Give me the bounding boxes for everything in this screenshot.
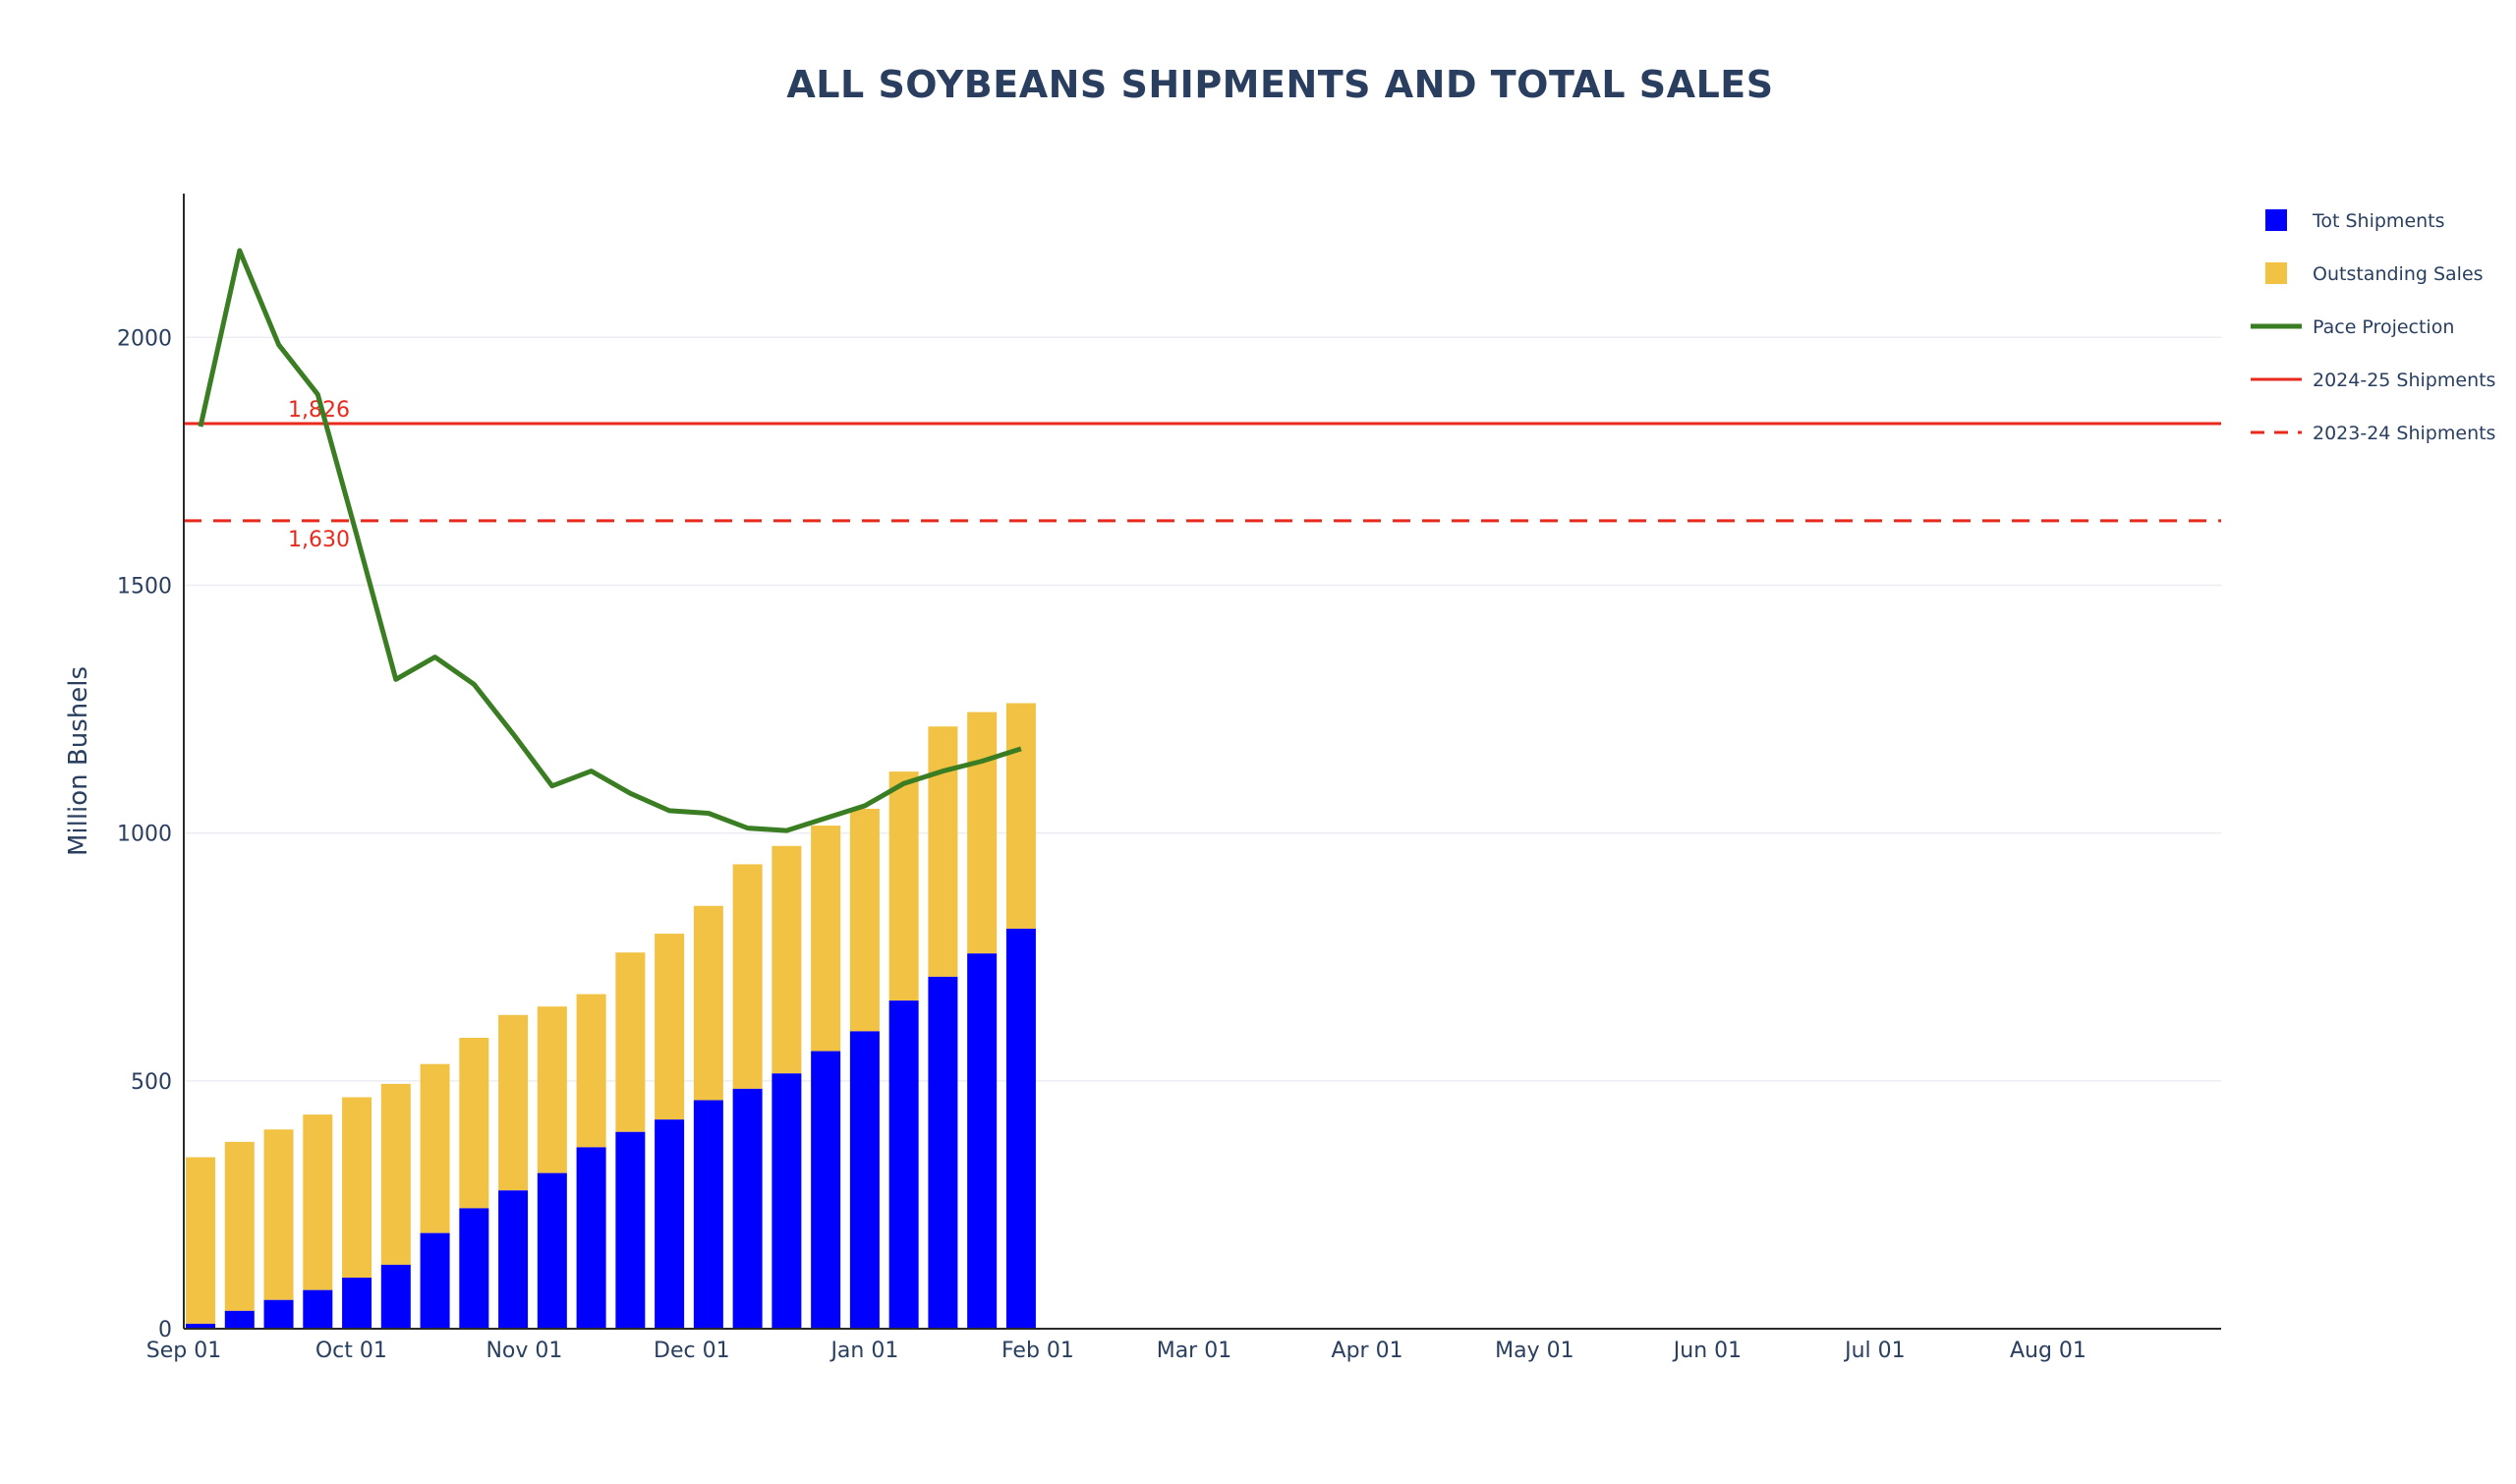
outstanding-sales-bar: [967, 712, 998, 954]
x-tick-label: Jun 01: [1672, 1339, 1742, 1363]
outstanding-sales-bar: [888, 771, 919, 1001]
shipments-bar: [732, 1088, 763, 1329]
outstanding-sales-bar: [849, 808, 880, 1032]
x-tick-label: May 01: [1495, 1339, 1573, 1363]
shipments-bar: [537, 1172, 567, 1329]
x-tick-label: Feb 01: [1001, 1339, 1074, 1363]
shipments-bar: [498, 1190, 529, 1329]
outstanding-sales-bar: [498, 1014, 529, 1191]
pace-projection-polyline: [198, 248, 1022, 833]
x-tick-label: Jul 01: [1843, 1339, 1906, 1363]
outstanding-sales-bar: [459, 1037, 489, 1209]
outstanding-sales-bar: [380, 1083, 411, 1265]
outstanding-sales-bar: [263, 1129, 294, 1300]
outstanding-sales-bar: [224, 1141, 255, 1311]
legend-label-pace: Pace Projection: [2313, 316, 2454, 338]
outstanding-sales-bar: [420, 1063, 450, 1233]
shipments-bar: [263, 1299, 294, 1329]
legend-swatch-outstanding: [2265, 262, 2287, 284]
x-tick-label: Dec 01: [654, 1339, 730, 1363]
shipments-bar: [380, 1264, 411, 1329]
shipments-bar: [615, 1131, 646, 1329]
outstanding-sales-bar: [693, 905, 723, 1101]
outstanding-sales-bar: [537, 1006, 567, 1173]
legend-label-outstanding: Outstanding Sales: [2313, 263, 2484, 285]
outstanding-sales-bar: [772, 845, 802, 1074]
shipments-bar: [772, 1073, 802, 1329]
legend: Tot Shipments Outstanding Sales Pace Proje…: [2251, 209, 2495, 444]
ref-label-2023-24: 1,630: [288, 528, 350, 552]
outstanding-sales-bar: [732, 864, 763, 1089]
x-tick-label: Oct 01: [315, 1339, 387, 1363]
y-tick-label: 1500: [117, 574, 172, 599]
outstanding-sales-bar: [811, 826, 841, 1052]
bars: [186, 703, 1036, 1329]
pace-projection-line: [198, 248, 1022, 833]
outstanding-sales-bar: [576, 994, 606, 1148]
shipments-bar: [1005, 928, 1036, 1329]
gridlines: [184, 336, 2221, 1082]
outstanding-sales-bar: [303, 1114, 333, 1290]
x-tick-label: Nov 01: [486, 1339, 562, 1363]
x-tick-label: Mar 01: [1157, 1339, 1232, 1363]
shipments-bar: [186, 1323, 216, 1329]
outstanding-sales-bar: [615, 952, 646, 1132]
shipments-bar: [967, 953, 998, 1329]
axes: 0 500 1000 1500 2000 Sep 01 Oct 01 Nov 01 Dec 01…: [64, 194, 2221, 1363]
shipments-bar: [576, 1147, 606, 1329]
chart-title: ALL SOYBEANS SHIPMENTS AND TOTAL SALES: [786, 63, 1774, 106]
outstanding-sales-bar: [342, 1097, 372, 1279]
shipments-bar: [224, 1310, 255, 1329]
x-tick-label: Apr 01: [1332, 1339, 1403, 1363]
outstanding-sales-bar: [928, 726, 958, 977]
x-tick-label: Sep 01: [146, 1339, 221, 1363]
legend-swatch-shipments: [2265, 209, 2287, 231]
y-tick-label: 0: [158, 1318, 172, 1342]
shipments-bar: [342, 1278, 372, 1329]
shipments-bar: [655, 1119, 685, 1329]
x-tick-label: Jan 01: [829, 1339, 898, 1363]
shipments-bar: [888, 1000, 919, 1329]
outstanding-sales-bar: [186, 1157, 216, 1324]
shipments-bar: [849, 1031, 880, 1329]
y-tick-label: 1000: [117, 823, 172, 847]
outstanding-sales-bar: [1005, 703, 1036, 929]
shipments-bar: [928, 976, 958, 1329]
outstanding-sales-bar: [655, 934, 685, 1120]
y-tick-label: 500: [131, 1070, 172, 1095]
shipments-bar: [459, 1208, 489, 1329]
legend-label-2023-24: 2023-24 Shipments: [2313, 423, 2495, 444]
shipments-bar: [420, 1232, 450, 1329]
legend-label-shipments: Tot Shipments: [2312, 210, 2445, 232]
y-axis-title: Million Bushels: [64, 666, 93, 856]
shipments-bar: [693, 1100, 723, 1329]
legend-label-2024-25: 2024-25 Shipments: [2313, 370, 2495, 391]
x-tick-label: Aug 01: [2010, 1339, 2087, 1363]
shipments-bar: [811, 1051, 841, 1329]
y-tick-label: 2000: [117, 326, 172, 351]
shipments-bar: [303, 1289, 333, 1329]
